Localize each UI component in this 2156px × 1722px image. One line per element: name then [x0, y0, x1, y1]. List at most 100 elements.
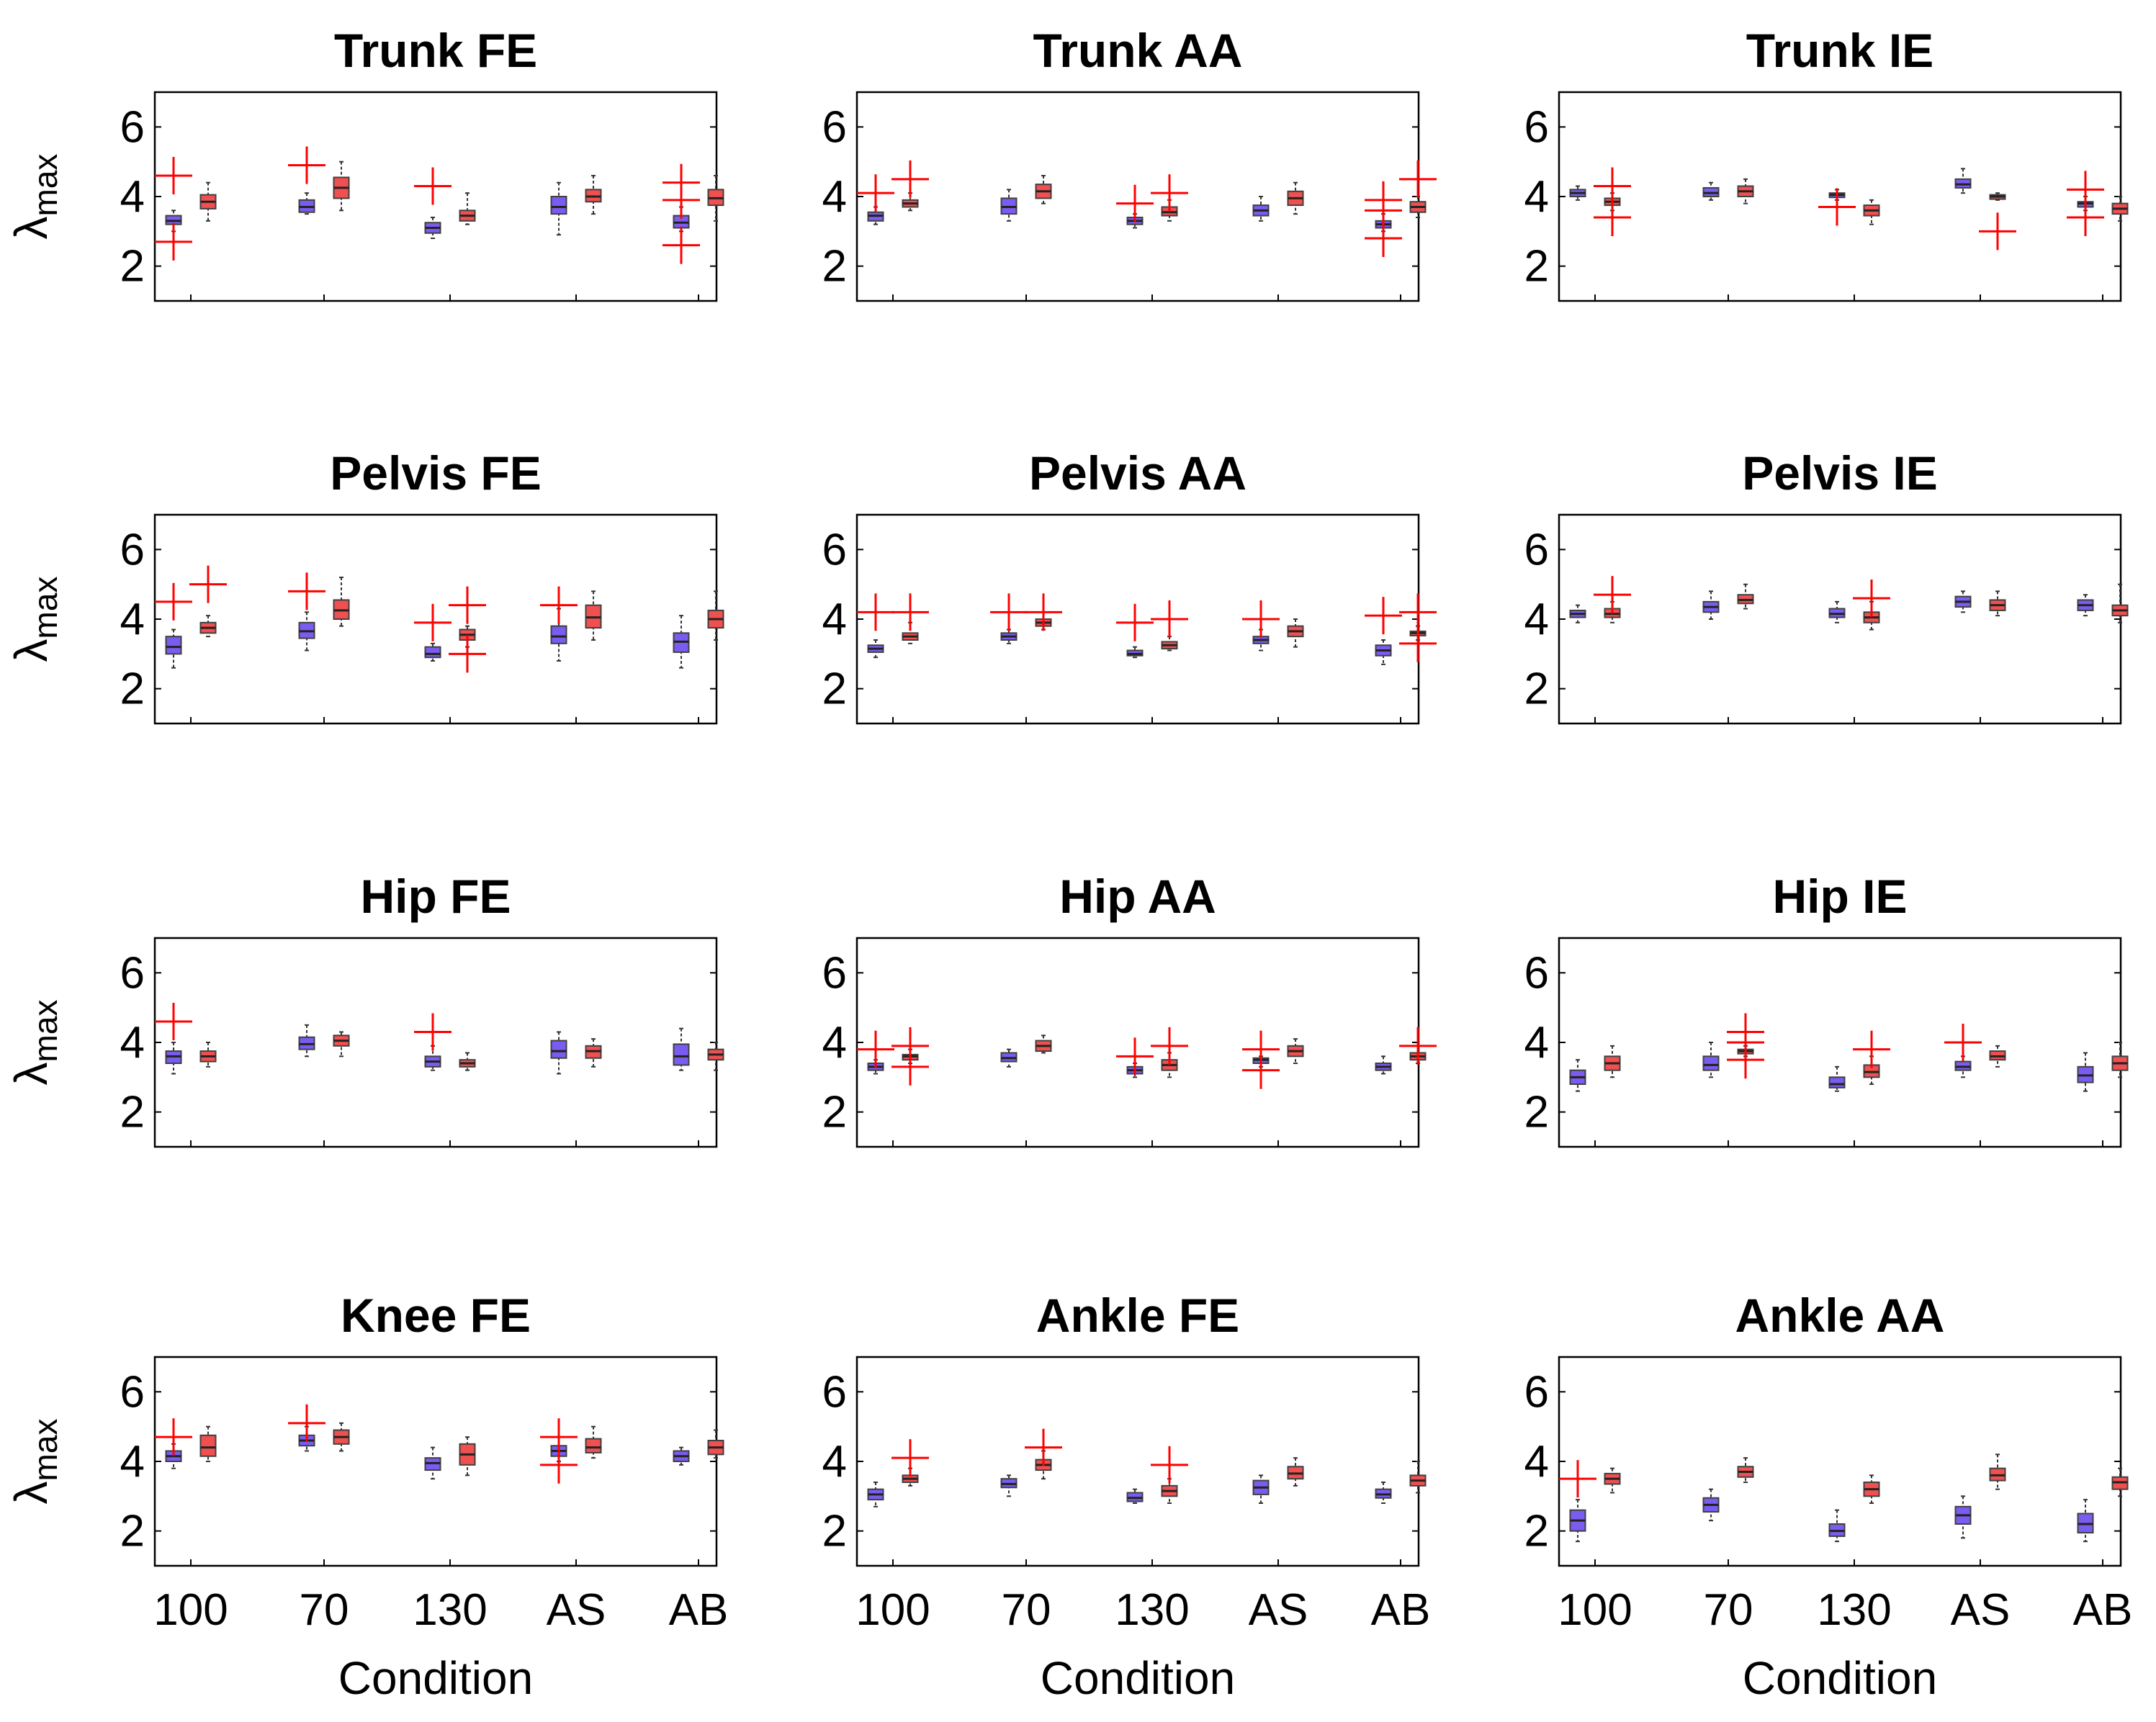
- outlier-marker: [288, 146, 325, 184]
- outlier-marker: [1594, 576, 1631, 614]
- x-tick-label: 100: [153, 1585, 228, 1635]
- x-tick-label: AB: [2073, 1585, 2133, 1635]
- outlier-marker: [662, 181, 700, 219]
- box-series-1: [1702, 181, 1720, 201]
- box-series-2: [1409, 1461, 1427, 1494]
- y-axis-label: λmax: [5, 577, 64, 662]
- outlier-marker: [1944, 1024, 1982, 1061]
- y-tick-label: 6: [120, 525, 145, 574]
- box: [585, 1438, 602, 1453]
- box-series-1: [165, 628, 182, 669]
- y-tick-label: 6: [120, 948, 145, 998]
- box-series-2: [459, 192, 476, 225]
- panel-knee-fe: Knee FE 2 4 6 λmax 100 70 130 AS AB Condition: [5, 1289, 728, 1704]
- y-tick-label: 2: [120, 242, 145, 292]
- box-series-2: [2111, 583, 2129, 623]
- box-series-1: [1954, 168, 1972, 194]
- axes-frame: [855, 1356, 1420, 1567]
- box-series-1: [1828, 1509, 1846, 1543]
- outlier-marker: [1242, 600, 1280, 638]
- x-tick-label: AS: [1951, 1585, 2011, 1635]
- outlier-marker: [891, 1047, 929, 1086]
- box-series-2: [1989, 590, 2006, 617]
- outlier-marker: [1559, 1460, 1596, 1498]
- panel-title: Ankle AA: [1735, 1289, 1945, 1342]
- box-series-2: [1604, 1045, 1621, 1078]
- panel-title: Knee FE: [341, 1289, 531, 1342]
- box-series-2: [333, 577, 350, 627]
- panel-title: Hip IE: [1772, 870, 1907, 923]
- outlier-marker: [155, 222, 192, 261]
- panel-pelvis-fe: Pelvis FE 2 4 6 λmax: [5, 446, 724, 725]
- box-series-1: [1569, 604, 1586, 623]
- box-series-2: [707, 175, 724, 222]
- box-series-1: [673, 1027, 690, 1071]
- outlier-marker: [1151, 1446, 1188, 1484]
- box-series-2: [707, 590, 724, 641]
- box-series-2: [1161, 1478, 1178, 1504]
- panel-title: Ankle FE: [1036, 1289, 1239, 1342]
- box-series-2: [1035, 1034, 1052, 1054]
- panel-ankle-fe: Ankle FE 2 4 6 100 70 130 AS AB Condition: [822, 1289, 1431, 1704]
- y-tick-label: 2: [1524, 664, 1549, 714]
- box-series-2: [585, 1425, 602, 1459]
- outlier-marker: [414, 1013, 452, 1051]
- box-series-2: [1035, 175, 1052, 204]
- y-tick-label: 4: [822, 172, 847, 222]
- box-series-1: [1000, 1474, 1018, 1497]
- box-series-1: [1000, 1048, 1018, 1068]
- outlier-marker: [1116, 184, 1154, 222]
- box-series-2: [585, 1038, 602, 1068]
- y-tick-label: 2: [120, 1507, 145, 1556]
- box-series-2: [1161, 636, 1178, 652]
- box-series-2: [1863, 1474, 1880, 1504]
- box-series-1: [1252, 1474, 1270, 1504]
- outlier-marker: [1818, 188, 1856, 226]
- box-series-2: [585, 590, 602, 641]
- box-series-2: [1287, 1038, 1304, 1064]
- x-tick-label: 70: [1002, 1585, 1051, 1635]
- y-tick-label: 6: [822, 525, 847, 574]
- y-tick-label: 4: [822, 1018, 847, 1068]
- y-tick-label: 2: [822, 1088, 847, 1137]
- box-series-1: [1954, 1055, 1972, 1078]
- x-tick-label: 100: [1558, 1585, 1632, 1635]
- outlier-marker: [1116, 1037, 1154, 1076]
- box-series-1: [2077, 1052, 2094, 1092]
- axes-frame: [1558, 513, 2122, 725]
- y-tick-label: 4: [120, 172, 145, 222]
- box-series-1: [1252, 628, 1270, 652]
- box-series-2: [459, 1052, 476, 1071]
- x-tick-label: AB: [1371, 1585, 1431, 1635]
- box: [1828, 1076, 1846, 1088]
- outlier-marker: [891, 160, 929, 198]
- outlier-marker: [155, 582, 192, 621]
- outlier-marker: [155, 157, 192, 194]
- box-series-2: [902, 1467, 919, 1487]
- outlier-marker: [1399, 624, 1437, 662]
- box-series-2: [585, 175, 602, 215]
- y-tick-label: 2: [822, 664, 847, 714]
- box-series-2: [333, 1422, 350, 1452]
- box-series-2: [1989, 1045, 2006, 1068]
- outlier-marker: [1399, 1027, 1437, 1065]
- x-tick-label: 130: [413, 1585, 487, 1635]
- x-tick-label: 70: [1704, 1585, 1753, 1635]
- y-axis-label: λmax: [5, 154, 64, 240]
- box-series-1: [1126, 1488, 1144, 1504]
- y-tick-label: 4: [1524, 172, 1549, 222]
- x-tick-label: AS: [547, 1585, 606, 1635]
- outlier-marker: [155, 1003, 192, 1040]
- y-tick-label: 4: [120, 1437, 145, 1487]
- outlier-marker: [540, 586, 578, 624]
- outlier-marker: [288, 572, 325, 610]
- y-tick-label: 2: [822, 242, 847, 292]
- y-tick-label: 6: [822, 1367, 847, 1417]
- box-series-2: [902, 192, 919, 212]
- outlier-marker: [1399, 160, 1437, 198]
- x-tick-label: AS: [1249, 1585, 1308, 1635]
- outlier-marker: [1853, 580, 1890, 617]
- axes-frame: [855, 937, 1420, 1148]
- box-series-1: [424, 1446, 441, 1480]
- x-tick-label: 100: [855, 1585, 930, 1635]
